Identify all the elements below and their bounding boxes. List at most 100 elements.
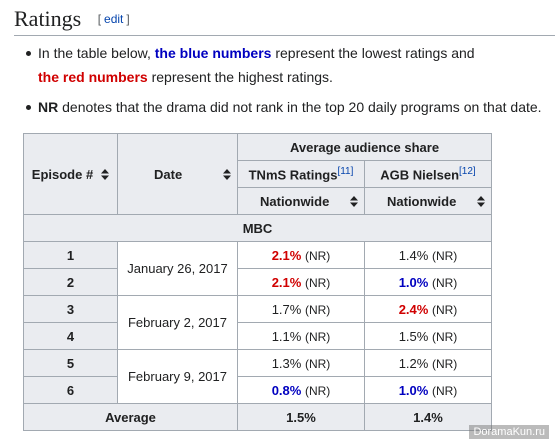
average-value: 1.5%: [237, 403, 365, 431]
rating-note: (NR): [304, 356, 331, 371]
section-row: MBC: [23, 214, 492, 242]
header-cell: TNmS Ratings[11]: [237, 160, 365, 188]
rating-cell: 2.1% (NR): [237, 241, 365, 269]
rating-value: 1.1%: [271, 328, 302, 344]
header-text: AGB Nielsen: [380, 167, 460, 183]
sort-icon[interactable]: [477, 195, 485, 207]
episode-cell: 3: [23, 295, 118, 323]
header-text: Nationwide: [260, 193, 330, 209]
watermark: DoramaKun.ru: [469, 425, 549, 439]
header-cell: Average audience share: [237, 133, 492, 161]
header-wrap: Nationwide: [371, 194, 485, 209]
rating-cell: 0.8% (NR): [237, 376, 365, 404]
rating-value: 1.2%: [398, 355, 429, 371]
header-text: Date: [154, 166, 183, 182]
rating-value: 1.4%: [398, 247, 429, 263]
rating-note: (NR): [431, 329, 458, 344]
reference[interactable]: [11]: [337, 165, 354, 177]
section-cell: MBC: [23, 214, 492, 242]
episode-cell: 6: [23, 376, 118, 404]
episode-cell: 5: [23, 349, 118, 377]
rating-value: 1.3%: [271, 355, 302, 371]
note-text: In the table below,: [38, 45, 155, 61]
rating-note: (NR): [431, 383, 458, 398]
header-cell: AGB Nielsen[12]: [364, 160, 492, 188]
date-cell: February 2, 2017: [117, 295, 238, 350]
note-item: In the table below, the blue numbers rep…: [26, 41, 498, 89]
rating-cell: 2.4% (NR): [364, 295, 492, 323]
rating-value: 1.0%: [398, 382, 429, 398]
data-row: 1 January 26, 2017 2.1% (NR) 1.4% (NR): [23, 241, 492, 296]
note-text: the blue numbers: [154, 45, 272, 61]
date-cell: January 26, 2017: [117, 241, 238, 296]
reference[interactable]: [12]: [459, 165, 476, 177]
rating-value: 0.8%: [271, 382, 302, 398]
rating-value: 2.1%: [271, 274, 302, 290]
edit-link[interactable]: edit: [104, 12, 124, 26]
note-text: NR: [38, 99, 59, 115]
header-row: TNmS Ratings[11] AGB Nielsen[12]: [24, 160, 492, 188]
section-title: Ratings: [14, 6, 82, 31]
sort-icon[interactable]: [350, 195, 358, 207]
rating-note: (NR): [304, 383, 331, 398]
note-text: denotes that the drama did not rank in t…: [58, 99, 542, 115]
rating-note: (NR): [304, 302, 331, 317]
header-wrap: Episode #: [30, 167, 111, 182]
header-cell: Nationwide: [364, 187, 492, 215]
rating-note: (NR): [431, 275, 458, 290]
header-row: Episode # Date Average audience share: [23, 133, 492, 215]
sort-icon[interactable]: [101, 168, 110, 180]
bracket: ]: [126, 12, 130, 26]
rating-note: (NR): [304, 248, 331, 263]
rating-note: (NR): [431, 356, 458, 371]
episode-cell: 4: [23, 322, 118, 350]
rating-note: (NR): [304, 329, 331, 344]
rating-note: (NR): [431, 302, 458, 317]
episode-cell: 2: [23, 268, 118, 296]
header-cell: Nationwide: [237, 187, 365, 215]
rating-cell: 1.1% (NR): [237, 322, 365, 350]
note-item: NR denotes that the drama did not rank i…: [26, 95, 555, 119]
header-wrap: Date: [124, 167, 231, 182]
header-text: Nationwide: [387, 193, 457, 209]
note-text: represent the lowest ratings and: [271, 45, 475, 61]
bracket: [: [97, 12, 102, 26]
rating-cell: 1.7% (NR): [237, 295, 365, 323]
header-text: TNmS Ratings: [248, 167, 338, 183]
date-cell: February 9, 2017: [117, 349, 238, 404]
header-cell: Episode #: [23, 133, 118, 215]
section-header: Ratings [edit]: [14, 6, 555, 36]
ratings-table: Episode # Date Average audience share TNmS …: [23, 133, 492, 431]
sort-icon[interactable]: [223, 168, 231, 180]
average-row: Average 1.5% 1.4%: [23, 403, 492, 431]
average-label: Average: [23, 403, 238, 431]
episode-cell: 1: [23, 241, 118, 269]
rating-value: 1.5%: [398, 328, 429, 344]
rating-value: 1.7%: [271, 301, 302, 317]
data-row: 4 1.1% (NR) 1.5% (NR): [23, 322, 492, 350]
rating-cell: 1.3% (NR): [237, 349, 365, 377]
rating-cell: 1.4% (NR): [364, 241, 492, 269]
data-row: 5 February 9, 2017 1.3% (NR) 1.2% (NR): [23, 349, 492, 404]
edit-link-wrap: [edit]: [98, 12, 130, 26]
note-text: the red numbers: [38, 69, 148, 85]
header-cell: Date: [117, 133, 238, 215]
rating-cell: 2.1% (NR): [237, 268, 365, 296]
rating-cell: 1.0% (NR): [364, 268, 492, 296]
note-text: represent the highest ratings.: [147, 69, 333, 85]
rating-note: (NR): [431, 248, 458, 263]
header-row: Nationwide Nationwide: [24, 187, 492, 215]
header-text: Episode #: [31, 166, 94, 182]
header-wrap: Nationwide: [244, 194, 358, 209]
data-row: 3 February 2, 2017 1.7% (NR) 2.4% (NR): [23, 295, 492, 350]
rating-value: 2.4%: [398, 301, 429, 317]
rating-cell: 1.5% (NR): [364, 322, 492, 350]
data-row: 6 0.8% (NR) 1.0% (NR): [23, 376, 492, 404]
rating-value: 2.1%: [271, 247, 302, 263]
rating-cell: 1.0% (NR): [364, 376, 492, 404]
data-row: 2 2.1% (NR) 1.0% (NR): [23, 268, 492, 296]
rating-cell: 1.2% (NR): [364, 349, 492, 377]
notes: In the table below, the blue numbers rep…: [22, 41, 555, 125]
rating-note: (NR): [304, 275, 331, 290]
